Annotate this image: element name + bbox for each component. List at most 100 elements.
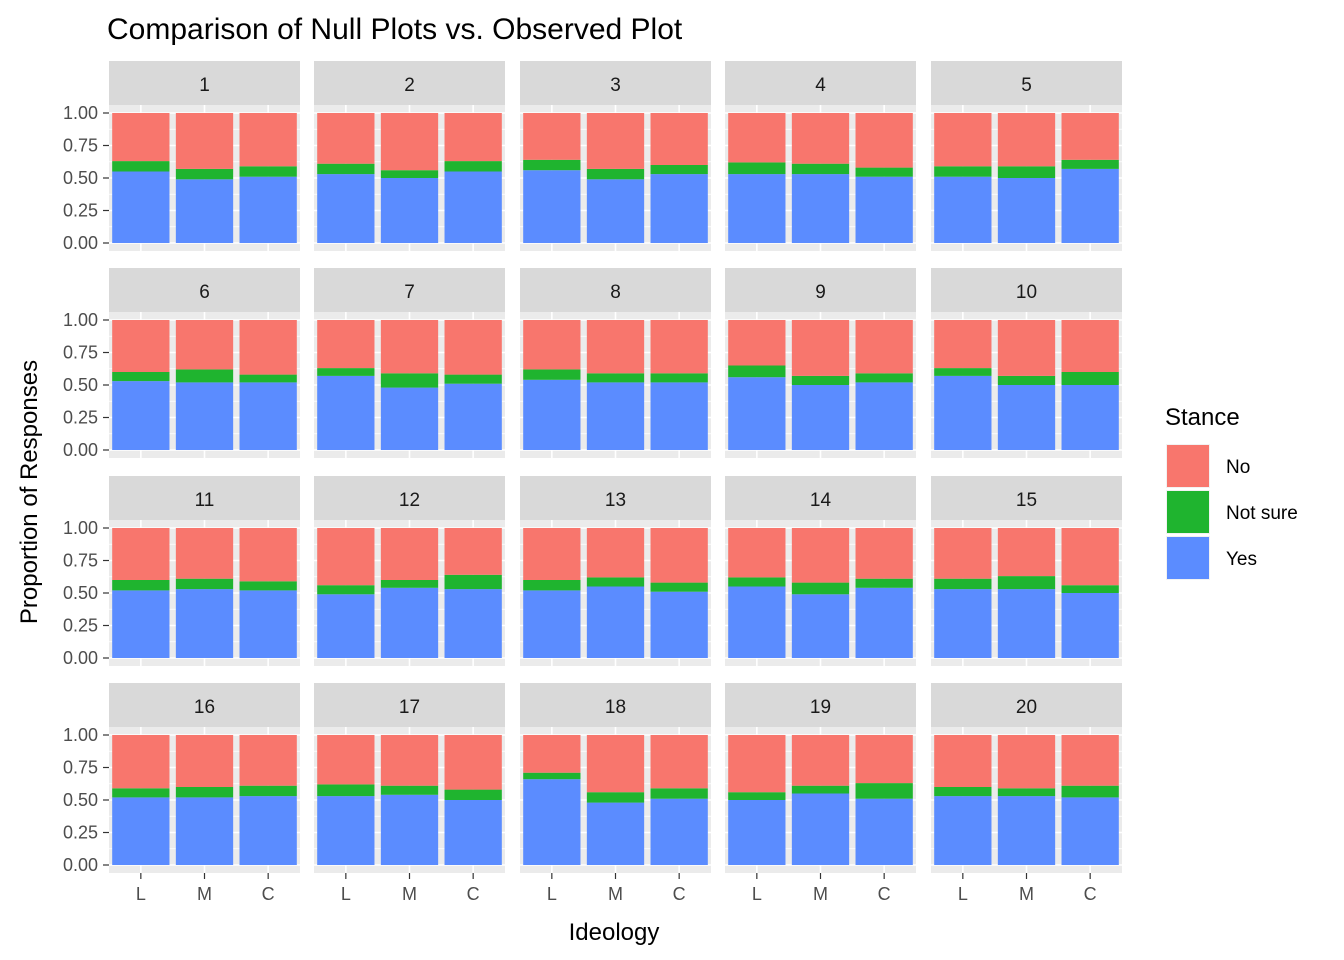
facet-strip [314,268,505,312]
y-tick-label: 0.50 [63,168,98,188]
bar-segment-yes [791,793,850,865]
facet-panel-3: 3 [520,61,711,251]
bar-segment-no [791,528,850,583]
facet-strip-label: 20 [1016,697,1037,718]
facet-panels: 1 0.00 0.25 0.50 0.75 1.00 2 3 4 5 6 0.00 0.25 0.50 0.… [63,61,1122,904]
y-tick-label: 0.50 [63,583,98,603]
bar-segment-yes [650,174,708,243]
facet-panel-5: 5 [931,61,1122,251]
x-tick-label: M [813,884,828,904]
bar-segment-no [997,320,1056,376]
bar-segment-no [1061,113,1119,160]
bar-segment-no [650,113,708,165]
legend: Stance No Not sure Yes [1165,404,1298,580]
facet-panel-2: 2 [314,61,505,251]
bar-segment-yes [112,171,170,243]
bar-segment-not-sure [317,368,375,376]
bar-segment-no [855,320,913,374]
facet-strip-label: 10 [1016,282,1037,303]
bar-segment-no [523,113,581,160]
bar-segment-no [997,113,1056,167]
bar-segment-yes [239,382,297,450]
bar-segment-not-sure [934,368,992,376]
bar-segment-not-sure [112,580,170,591]
bar-segment-no [934,735,992,787]
bar-segment-no [728,735,786,793]
bar-segment-not-sure [112,372,170,382]
bar-segment-not-sure [934,787,992,797]
bar-segment-not-sure [317,585,375,595]
x-tick-label: C [262,884,275,904]
legend-swatch [1167,537,1209,579]
bar-segment-not-sure [728,365,786,378]
y-tick-label: 0.75 [63,551,98,571]
bar-segment-no [112,735,170,789]
bar-segment-no [728,528,786,578]
y-tick-label: 1.00 [63,725,98,745]
bar-segment-no [175,113,234,169]
bar-segment-yes [444,589,502,658]
bar-segment-not-sure [1061,785,1119,798]
facet-panel-7: 7 [314,268,505,458]
y-tick-label: 0.75 [63,758,98,778]
chart-title: Comparison of Null Plots vs. Observed Pl… [107,13,683,46]
bar-segment-not-sure [855,578,913,588]
bar-segment-not-sure [728,162,786,175]
bar-segment-no [175,528,234,579]
facet-panel-10: 10 [931,268,1122,458]
y-tick-label: 1.00 [63,310,98,330]
facet-strip [520,61,711,105]
legend-label: Not sure [1226,503,1298,524]
facet-strip [314,683,505,727]
bar-segment-yes [444,383,502,450]
bar-segment-no [444,528,502,575]
legend-label: No [1226,457,1250,478]
facet-strip-label: 11 [195,490,215,511]
bar-segment-no [650,735,708,789]
facet-strip [931,61,1122,105]
x-tick-label: C [1084,884,1097,904]
bar-segment-not-sure [444,574,502,590]
bar-segment-not-sure [239,785,297,797]
legend-title: Stance [1165,404,1240,431]
facet-strip-label: 16 [194,697,215,718]
bar-segment-yes [112,590,170,658]
bar-segment-yes [728,586,786,658]
bar-segment-no [934,113,992,167]
bar-segment-not-sure [997,576,1056,590]
bar-segment-not-sure [650,165,708,175]
bar-segment-not-sure [444,374,502,384]
facet-strip [520,683,711,727]
bar-segment-yes [997,385,1056,450]
bar-segment-yes [934,375,992,450]
bar-segment-no [523,528,581,580]
facet-strip [520,268,711,312]
facet-strip-label: 17 [399,697,420,718]
facet-panel-4: 4 [725,61,916,251]
x-tick-label: C [673,884,686,904]
bar-segment-not-sure [523,580,581,591]
bar-segment-no [317,113,375,164]
bar-segment-no [997,735,1056,789]
bar-segment-yes [997,589,1056,658]
facet-strip-label: 19 [810,697,831,718]
y-tick-label: 0.50 [63,375,98,395]
bar-segment-not-sure [239,166,297,177]
bar-segment-yes [586,382,645,450]
bar-segment-no [997,528,1056,577]
x-tick-label: M [402,884,417,904]
facet-strip [931,683,1122,727]
bar-segment-not-sure [791,375,850,385]
bar-segment-not-sure [1061,372,1119,385]
facet-strip [314,476,505,520]
bar-segment-not-sure [997,788,1056,797]
bar-segment-not-sure [586,168,645,180]
bar-segment-yes [650,591,708,658]
bar-segment-yes [523,779,581,865]
bar-segment-not-sure [855,783,913,799]
facet-strip [725,268,916,312]
bar-segment-no [855,528,913,579]
bar-segment-yes [380,794,439,865]
bar-segment-yes [586,586,645,658]
facet-strip-label: 12 [399,490,420,511]
